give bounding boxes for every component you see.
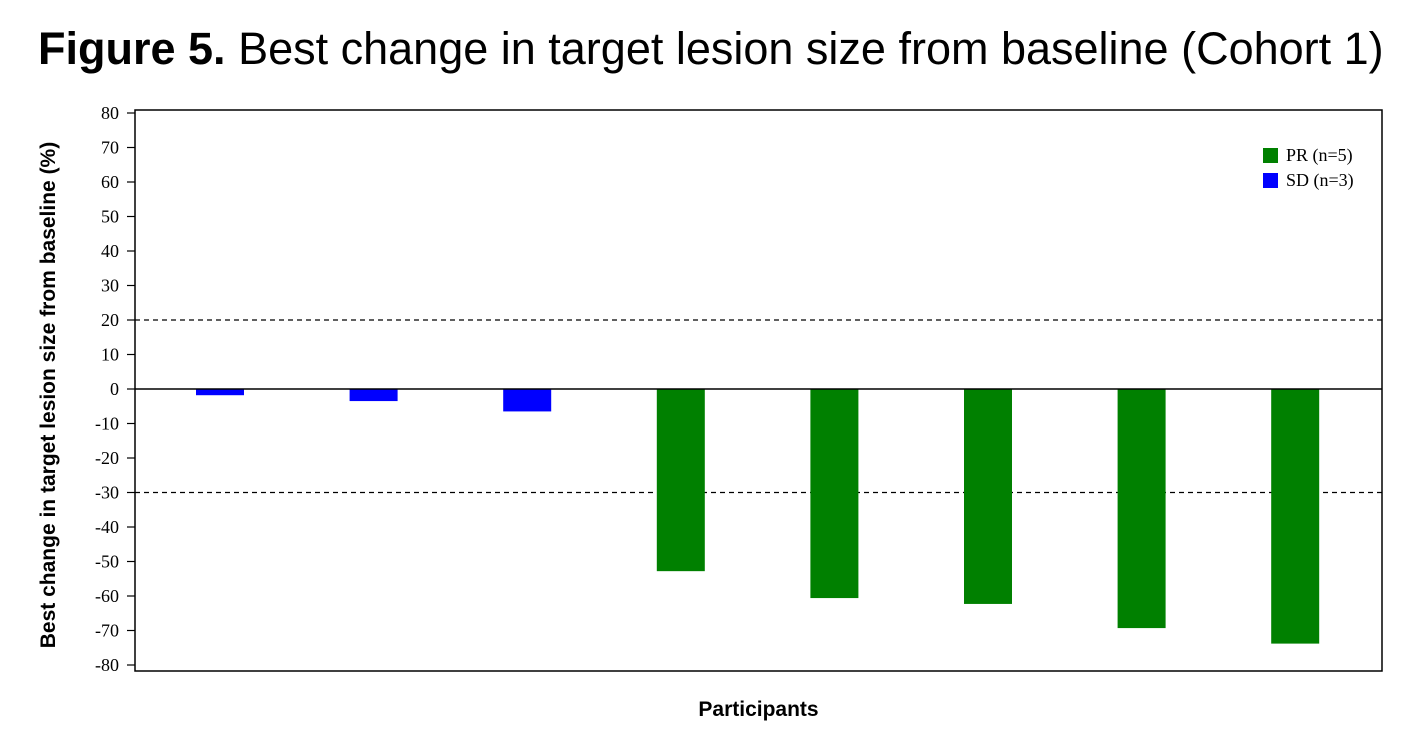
y-tick-label: 80 — [101, 103, 119, 123]
y-tick-label: -80 — [95, 655, 119, 675]
legend-label: PR (n=5) — [1286, 145, 1353, 166]
bar — [349, 389, 398, 402]
y-tick-label: 70 — [101, 138, 119, 158]
y-tick-label: 60 — [101, 172, 119, 192]
bar — [1271, 389, 1320, 644]
y-tick-label: -60 — [95, 586, 119, 606]
y-tick-label: -70 — [95, 621, 119, 641]
y-axis-title: Best change in target lesion size from b… — [37, 142, 60, 648]
reference-lines — [135, 319, 1382, 494]
figure-title-text: Best change in target lesion size from b… — [238, 23, 1384, 74]
x-axis-title: Participants — [698, 698, 818, 721]
y-tick-label: -50 — [95, 552, 119, 572]
y-tick-label: 30 — [101, 276, 119, 296]
legend-swatch — [1263, 148, 1278, 163]
bar — [196, 389, 244, 396]
bar — [964, 389, 1012, 604]
y-tick-label: -30 — [95, 483, 119, 503]
y-tick-label: 0 — [110, 379, 119, 399]
legend: PR (n=5) SD (n=3) — [1263, 145, 1354, 191]
bar — [1117, 389, 1166, 629]
legend-swatch — [1263, 173, 1278, 188]
y-tick-label: 10 — [101, 345, 119, 365]
bar — [810, 389, 859, 599]
figure-title: Figure 5. Best change in target lesion s… — [38, 22, 1398, 76]
bars — [196, 389, 1320, 644]
y-tick-label: 40 — [101, 241, 119, 261]
y-tick-label: -10 — [95, 414, 119, 434]
y-axis-ticks: 80 70 60 50 40 30 20 10 0 -10 -20 -30 -40 -50 -60 -70 -8… — [95, 103, 135, 675]
bar — [656, 389, 705, 572]
bar — [503, 389, 552, 412]
figure-label: Figure 5. — [38, 23, 226, 74]
y-tick-label: -40 — [95, 517, 119, 537]
legend-label: SD (n=3) — [1286, 170, 1354, 191]
plot-area-frame — [134, 109, 1383, 672]
y-tick-label: 50 — [101, 207, 119, 227]
y-tick-label: 20 — [101, 310, 119, 330]
y-tick-label: -20 — [95, 448, 119, 468]
